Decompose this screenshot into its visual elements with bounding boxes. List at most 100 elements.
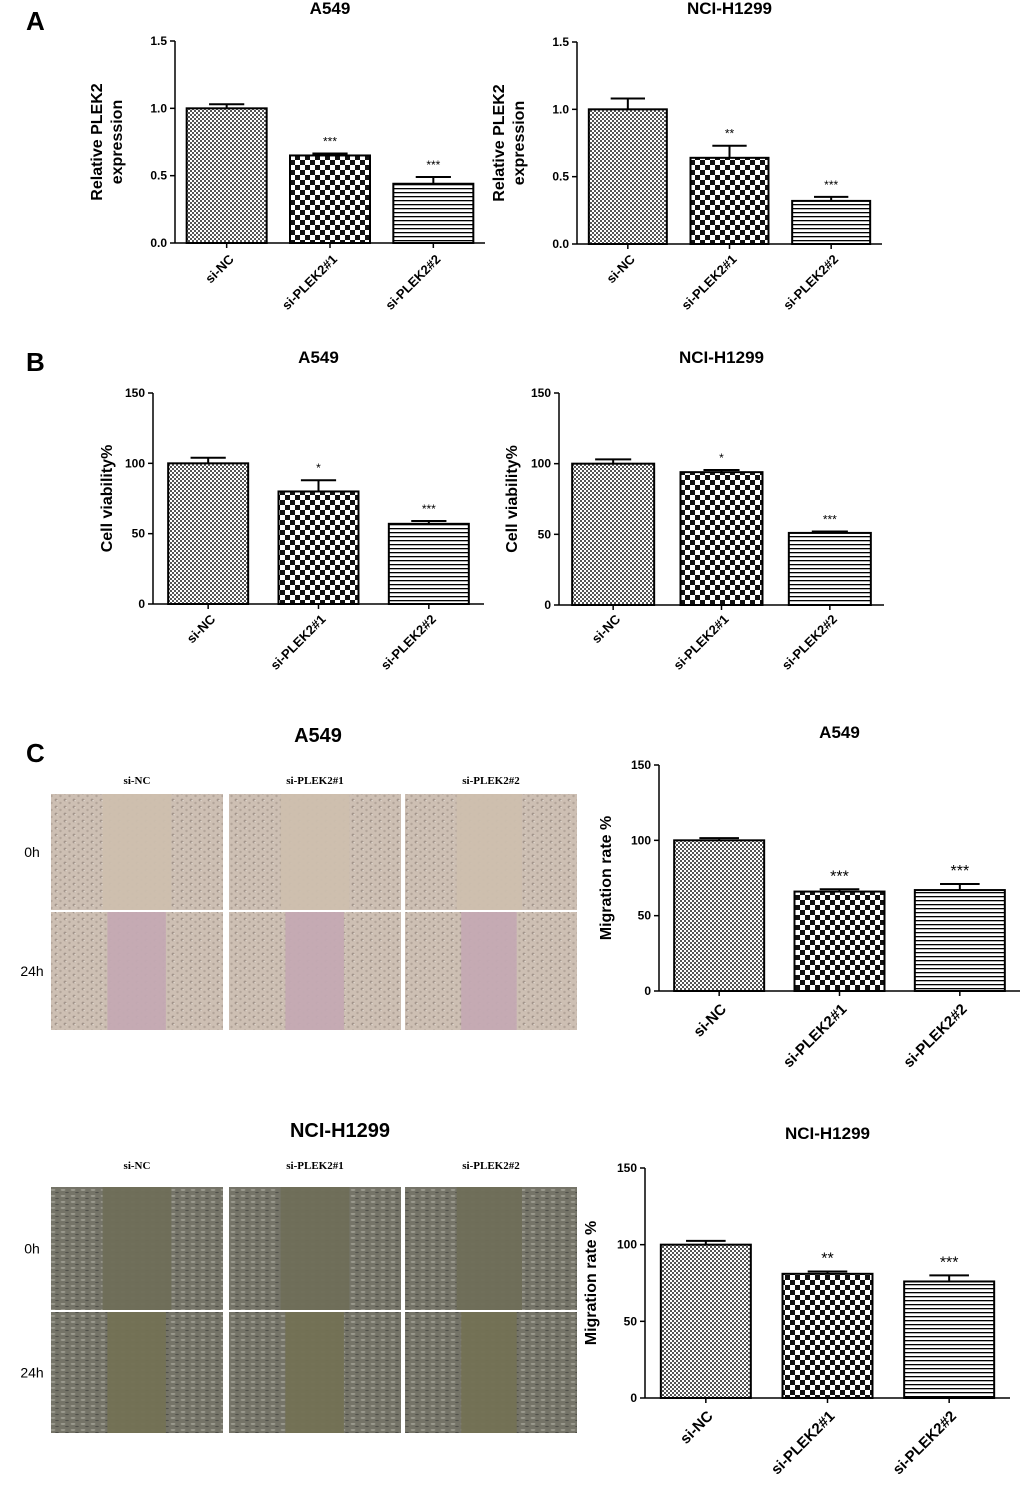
wound-assay-title: NCI-H1299	[290, 1120, 390, 1142]
column-header: si-PLEK2#2	[462, 1160, 520, 1172]
x-category-label: si-PLEK2#1	[267, 612, 328, 673]
wound-assay-wound-H1299: NCI-H1299 si-NC si-PLEK2#1 si-PLEK2#2 0h 24h	[20, 1120, 577, 1433]
panel-letter-c: C	[26, 738, 45, 768]
y-tick-label: 0	[630, 1391, 637, 1405]
x-category-label: si-PLEK2#1	[670, 612, 731, 673]
bar-si-NC	[167, 462, 250, 606]
bar-si-PLEK2#1	[781, 1272, 874, 1400]
significance-marker: ***	[823, 513, 837, 527]
wound-assay-wound-A549: A549 si-NC si-PLEK2#1 si-PLEK2#2 0h 24h	[20, 725, 577, 1030]
scratch-gap	[285, 1312, 344, 1433]
scratch-gap	[102, 794, 172, 910]
panel-letter-a: A	[26, 6, 45, 36]
y-tick-label: 50	[132, 527, 146, 541]
column-header: si-NC	[124, 775, 151, 787]
x-category-label: si-PLEK2#1	[780, 1001, 850, 1071]
column-header: si-PLEK2#1	[286, 1160, 343, 1172]
y-tick-label: 0.0	[150, 236, 167, 250]
chart-title: A549	[819, 723, 860, 742]
x-category-label: si-PLEK2#1	[279, 252, 340, 313]
x-category-label: si-PLEK2#1	[678, 252, 739, 313]
row-header: 24h	[20, 963, 43, 979]
y-axis-label: Cell viability%	[99, 445, 116, 553]
significance-marker: ***	[824, 178, 838, 192]
bar-si-PLEK2#2	[791, 199, 872, 245]
y-tick-label: 0.5	[552, 170, 569, 184]
bar-si-PLEK2#2	[392, 182, 475, 245]
y-tick-label: 100	[617, 1238, 637, 1252]
y-tick-label: 150	[531, 386, 551, 400]
row-header: 0h	[24, 844, 40, 860]
y-tick-label: 150	[125, 386, 145, 400]
bar-si-PLEK2#1	[793, 890, 886, 992]
y-tick-label: 100	[531, 457, 551, 471]
significance-marker: **	[725, 127, 735, 141]
bar-si-NC	[587, 108, 668, 246]
significance-marker: ***	[422, 502, 436, 516]
chart-title: NCI-H1299	[679, 348, 764, 367]
chart-title: A549	[298, 348, 339, 367]
y-tick-label: 150	[631, 758, 651, 772]
x-category-label: si-PLEK2#2	[378, 612, 439, 673]
scratch-gap	[107, 1312, 166, 1433]
scratch-gap	[280, 1187, 350, 1310]
y-tick-label: 1.0	[552, 102, 569, 116]
scratch-gap	[107, 912, 166, 1030]
y-axis-label: expression	[511, 101, 528, 185]
column-header: si-PLEK2#2	[462, 775, 520, 787]
y-tick-label: 50	[638, 909, 652, 923]
y-tick-label: 100	[631, 833, 651, 847]
significance-marker: ***	[830, 868, 849, 885]
x-category-label: si-PLEK2#2	[382, 252, 443, 313]
chart-title: NCI-H1299	[687, 0, 772, 18]
scratch-gap	[456, 794, 522, 910]
significance-marker: ***	[426, 158, 440, 172]
chart-C-A549: A549 Migration rate % 0 50 100 150 si-NC *** si-…	[598, 723, 1020, 1071]
bar-si-NC	[659, 1243, 752, 1399]
scratch-gap	[280, 794, 350, 910]
x-category-label: si-NC	[603, 251, 638, 286]
scratch-gap	[461, 1312, 517, 1433]
y-tick-label: 0.0	[552, 237, 569, 251]
x-category-label: si-NC	[184, 611, 219, 646]
chart-A-A549: A549 Relative PLEK2 expression 0.0 0.5 1.0 1.5…	[89, 0, 485, 313]
y-tick-label: 1.0	[150, 101, 167, 115]
y-tick-label: 100	[125, 456, 145, 470]
y-axis-label: expression	[109, 100, 126, 184]
x-category-label: si-PLEK2#1	[768, 1408, 838, 1478]
significance-marker: ***	[323, 134, 337, 148]
x-category-label: si-PLEK2#2	[780, 252, 841, 313]
x-category-label: si-NC	[202, 251, 237, 286]
x-category-label: si-PLEK2#2	[779, 612, 840, 673]
scratch-gap	[461, 912, 517, 1030]
chart-B-A549: A549 Cell viability% 0 50 100 150 si-NC * si-PLE…	[99, 348, 484, 673]
y-tick-label: 0	[644, 984, 651, 998]
y-axis-label: Cell viability%	[504, 445, 521, 553]
y-tick-label: 150	[617, 1161, 637, 1175]
y-tick-label: 50	[538, 527, 552, 541]
bar-si-PLEK2#1	[277, 490, 360, 606]
y-tick-label: 0	[544, 598, 551, 612]
bar-si-PLEK2#1	[289, 154, 371, 244]
chart-B-H1299: NCI-H1299 Cell viability% 0 50 100 150 si-NC * s…	[504, 348, 884, 673]
x-category-label: si-NC	[589, 611, 624, 646]
scratch-gap	[456, 1187, 522, 1310]
chart-title: A549	[310, 0, 351, 18]
y-tick-label: 50	[624, 1314, 638, 1328]
bar-si-PLEK2#2	[787, 531, 872, 606]
x-category-label: si-PLEK2#2	[890, 1408, 960, 1478]
significance-marker: **	[821, 1251, 833, 1268]
chart-title: NCI-H1299	[785, 1124, 870, 1143]
panel-letter-b: B	[26, 347, 45, 377]
x-category-label: si-PLEK2#2	[900, 1001, 970, 1071]
y-tick-label: 1.5	[552, 35, 569, 49]
column-header: si-NC	[124, 1160, 151, 1172]
bar-si-PLEK2#1	[679, 471, 764, 606]
x-category-label: si-NC	[690, 1001, 730, 1041]
column-header: si-PLEK2#1	[286, 775, 343, 787]
bar-si-NC	[185, 107, 268, 245]
row-header: 24h	[20, 1365, 43, 1381]
y-axis-label: Relative PLEK2	[89, 83, 106, 200]
